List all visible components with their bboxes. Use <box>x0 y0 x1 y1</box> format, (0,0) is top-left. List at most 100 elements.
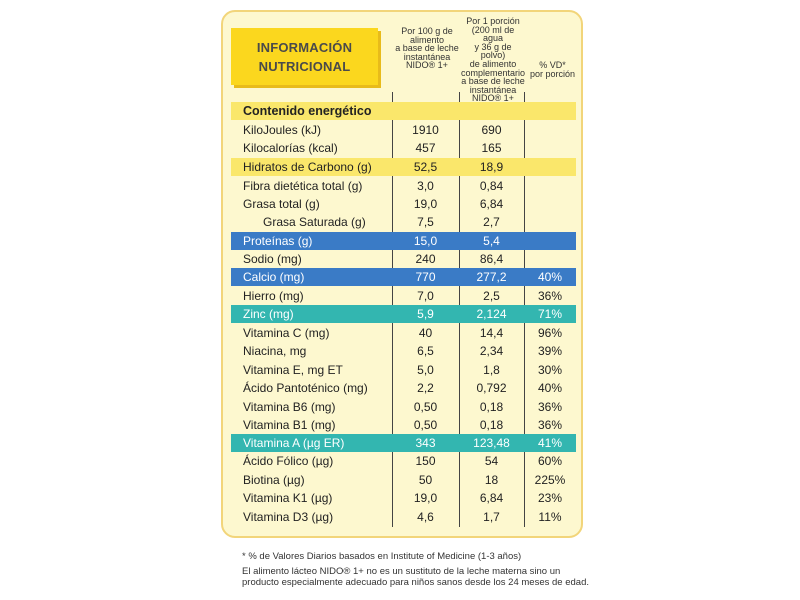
row-label: KiloJoules (kJ) <box>243 123 322 137</box>
value-per-100g: 52,5 <box>413 160 438 174</box>
col2-line: y 36 g de polvo) <box>474 41 512 61</box>
table-row: Fibra dietética total (g) 3,0 0,84 <box>231 177 576 195</box>
value-per-100g: 40 <box>418 326 433 340</box>
value-vd: 96% <box>537 326 563 340</box>
value-per-portion: 690 <box>481 123 502 137</box>
value-per-100g: 7,0 <box>417 289 434 303</box>
table-row: Kilocalorías (kcal) 457 165 <box>231 139 576 157</box>
value-per-100g: 0,50 <box>413 400 438 414</box>
table-row: Zinc (mg) 5,9 2,124 71% <box>231 305 576 323</box>
value-per-portion: 0,792 <box>476 381 507 395</box>
row-label: Hierro (mg) <box>243 289 304 303</box>
table-row: Vitamina B6 (mg) 0,50 0,18 36% <box>231 398 576 416</box>
table-row: Vitamina E, mg ET 5,0 1,8 30% <box>231 361 576 379</box>
value-per-100g: 1910 <box>412 123 439 137</box>
value-per-portion: 2,5 <box>483 289 500 303</box>
table-row: Ácido Fólico (µg) 150 54 60% <box>231 452 576 470</box>
column-header-per-100g: Por 100 g de alimento a base de leche in… <box>393 27 461 70</box>
value-per-portion: 1,7 <box>483 510 500 524</box>
value-vd: 225% <box>534 473 566 487</box>
section-header-label: Contenido energético <box>243 104 372 118</box>
row-label: Zinc (mg) <box>243 307 294 321</box>
value-vd: 30% <box>537 363 563 377</box>
col2-line: complementario <box>461 67 526 78</box>
row-label: Grasa Saturada (g) <box>263 215 366 229</box>
column-header-vd: % VD* por porción <box>525 61 580 78</box>
value-per-portion: 123,48 <box>473 436 510 450</box>
table-row: Vitamina D3 (µg) 4,6 1,7 11% <box>231 508 576 526</box>
nutrition-title: INFORMACIÓN NUTRICIONAL <box>231 28 378 85</box>
table-row: Niacina, mg 6,5 2,34 39% <box>231 342 576 360</box>
value-vd: 23% <box>537 491 563 505</box>
col3-line: % VD* <box>539 60 566 70</box>
value-vd: 40% <box>537 270 563 284</box>
table-row: Ácido Pantoténico (mg) 2,2 0,792 40% <box>231 379 576 397</box>
value-per-100g: 5,0 <box>417 363 434 377</box>
value-per-100g: 19,0 <box>413 197 438 211</box>
value-per-100g: 50 <box>418 473 433 487</box>
row-label: Vitamina D3 (µg) <box>243 510 334 524</box>
value-per-100g: 240 <box>415 252 436 266</box>
title-line-1: INFORMACIÓN <box>256 39 353 55</box>
row-label: Hidratos de Carbono (g) <box>243 160 372 174</box>
value-per-portion: 18 <box>484 473 499 487</box>
value-per-portion: 6,84 <box>479 491 504 505</box>
column-header-per-portion: Por 1 porción (200 ml de agua y 36 g de … <box>461 17 525 103</box>
section-header-energy: Contenido energético <box>231 102 576 120</box>
value-per-portion: 18,9 <box>479 160 504 174</box>
row-label: Ácido Fólico (µg) <box>243 454 334 468</box>
row-label: Fibra dietética total (g) <box>243 179 363 193</box>
table-row: Vitamina B1 (mg) 0,50 0,18 36% <box>231 416 576 434</box>
value-per-portion: 2,7 <box>483 215 500 229</box>
row-label: Vitamina K1 (µg) <box>243 491 333 505</box>
col1-line: a base de leche <box>395 43 459 54</box>
row-label: Kilocalorías (kcal) <box>243 141 338 155</box>
value-per-100g: 0,50 <box>413 418 438 432</box>
value-vd: 71% <box>537 307 563 321</box>
value-per-100g: 4,6 <box>417 510 434 524</box>
row-label: Ácido Pantoténico (mg) <box>243 381 368 395</box>
value-vd: 11% <box>538 510 562 524</box>
value-per-portion: 14,4 <box>479 326 504 340</box>
col2-line: Por 1 porción <box>466 16 520 26</box>
value-per-100g: 343 <box>415 436 436 450</box>
col1-line: alimento <box>409 34 445 45</box>
value-vd: 40% <box>537 381 563 395</box>
table-row: Vitamina K1 (µg) 19,0 6,84 23% <box>231 489 576 507</box>
value-vd: 39% <box>537 344 563 358</box>
col1-line: instantánea <box>403 51 451 62</box>
row-label: Proteínas (g) <box>243 234 313 248</box>
table-row: Vitamina C (mg) 40 14,4 96% <box>231 324 576 342</box>
value-per-100g: 457 <box>415 141 436 155</box>
value-per-portion: 0,84 <box>479 179 504 193</box>
value-per-100g: 7,5 <box>417 215 434 229</box>
table-row: Proteínas (g) 15,0 5,4 <box>231 232 576 250</box>
disclaimer: El alimento lácteo NIDO® 1+ no es un sus… <box>242 566 589 588</box>
col2-line: NIDO® 1+ <box>472 93 514 104</box>
row-label: Vitamina E, mg ET <box>243 363 343 377</box>
value-vd: 36% <box>537 418 563 432</box>
value-per-portion: 5,4 <box>483 234 500 248</box>
table-row: Grasa total (g) 19,0 6,84 <box>231 195 576 213</box>
value-per-portion: 6,84 <box>479 197 504 211</box>
value-per-100g: 6,5 <box>417 344 434 358</box>
table-row: KiloJoules (kJ) 1910 690 <box>231 121 576 139</box>
value-per-portion: 0,18 <box>479 418 504 432</box>
value-per-portion: 165 <box>481 141 502 155</box>
value-per-100g: 3,0 <box>417 179 434 193</box>
row-label: Biotina (µg) <box>243 473 305 487</box>
value-vd: 60% <box>537 454 563 468</box>
disclaimer-line-2: producto especialmente adecuado para niñ… <box>242 577 589 588</box>
row-label: Grasa total (g) <box>243 197 320 211</box>
value-per-100g: 19,0 <box>413 491 438 505</box>
value-per-100g: 15,0 <box>413 234 438 248</box>
col3-line: por porción <box>529 68 576 79</box>
value-per-portion: 2,124 <box>476 307 507 321</box>
table-row: Biotina (µg) 50 18 225% <box>231 471 576 489</box>
value-per-portion: 86,4 <box>479 252 504 266</box>
table-row: Hidratos de Carbono (g) 52,5 18,9 <box>231 158 576 176</box>
row-label: Vitamina A (µg ER) <box>243 436 345 450</box>
value-per-100g: 2,2 <box>417 381 434 395</box>
table-row: Grasa Saturada (g) 7,5 2,7 <box>231 213 576 231</box>
value-per-portion: 54 <box>484 454 499 468</box>
